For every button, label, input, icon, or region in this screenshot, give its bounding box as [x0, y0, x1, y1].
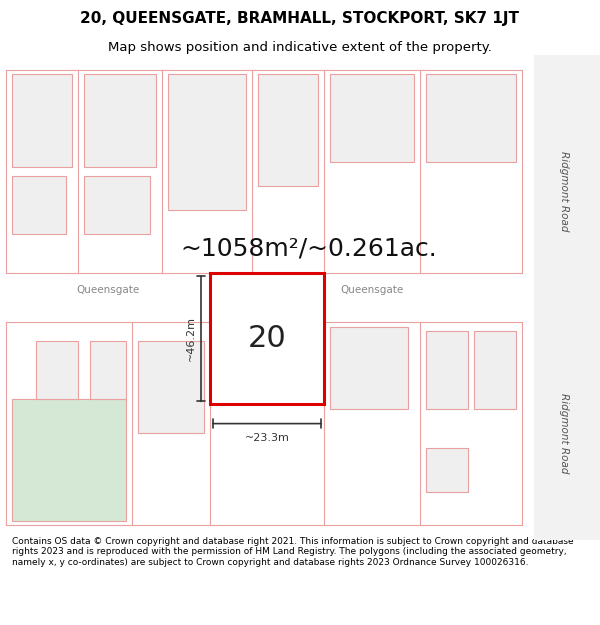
- Bar: [258, 74, 318, 186]
- Text: ~1058m²/~0.261ac.: ~1058m²/~0.261ac.: [180, 237, 437, 261]
- Bar: [36, 341, 78, 399]
- Bar: [12, 399, 126, 521]
- Bar: [426, 331, 468, 409]
- Bar: [138, 341, 204, 433]
- Bar: [12, 176, 66, 234]
- Bar: [330, 74, 414, 162]
- Text: ~23.3m: ~23.3m: [245, 433, 289, 443]
- Bar: [0, 273, 534, 308]
- Bar: [534, 55, 600, 540]
- Bar: [426, 74, 516, 162]
- Text: 20: 20: [248, 324, 286, 353]
- Bar: [12, 74, 72, 166]
- Text: ~46.2m: ~46.2m: [186, 316, 196, 361]
- Bar: [474, 331, 516, 409]
- Bar: [168, 74, 246, 210]
- Bar: [84, 74, 156, 166]
- Text: Contains OS data © Crown copyright and database right 2021. This information is : Contains OS data © Crown copyright and d…: [12, 537, 574, 567]
- Bar: [426, 448, 468, 491]
- Bar: [210, 273, 324, 404]
- Text: Ridgmont Road: Ridgmont Road: [559, 393, 569, 474]
- Text: Queensgate: Queensgate: [76, 285, 140, 295]
- Text: 20, QUEENSGATE, BRAMHALL, STOCKPORT, SK7 1JT: 20, QUEENSGATE, BRAMHALL, STOCKPORT, SK7…: [80, 11, 520, 26]
- Bar: [330, 327, 408, 409]
- Bar: [84, 176, 150, 234]
- Text: Queensgate: Queensgate: [340, 285, 404, 295]
- Text: Ridgmont Road: Ridgmont Road: [559, 151, 569, 231]
- Text: Map shows position and indicative extent of the property.: Map shows position and indicative extent…: [108, 41, 492, 54]
- Bar: [90, 341, 126, 399]
